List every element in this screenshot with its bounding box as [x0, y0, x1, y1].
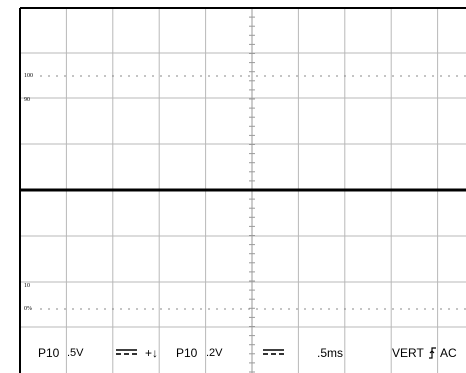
rise-time-reference-lines [40, 75, 466, 310]
horizontal-gridlines [20, 52, 466, 328]
marker-100-percent: 100 [24, 73, 33, 79]
screen-frame [19, 7, 466, 373]
marker-10-percent: 10 [24, 283, 30, 289]
trigger-source-label: VERT [392, 346, 424, 360]
marker-0-percent: 0% [24, 306, 32, 312]
trigger-coupling-label: AC [440, 346, 457, 360]
timebase-label: .5ms [317, 346, 344, 360]
ch2-dc-coupling-icon [263, 346, 285, 361]
ch2-probe-label: P10 [176, 346, 198, 360]
trigger-slope-icon [428, 346, 438, 363]
marker-90-percent: 90 [24, 97, 30, 103]
ch2-polarity-icon: +↓ [145, 346, 159, 360]
ch1-volts-per-div: .5V [67, 347, 84, 359]
ch1-probe-label: P10 [38, 346, 60, 360]
ch2-volts-per-div: .2V [206, 347, 223, 359]
ch1-dc-coupling-icon [116, 346, 138, 361]
